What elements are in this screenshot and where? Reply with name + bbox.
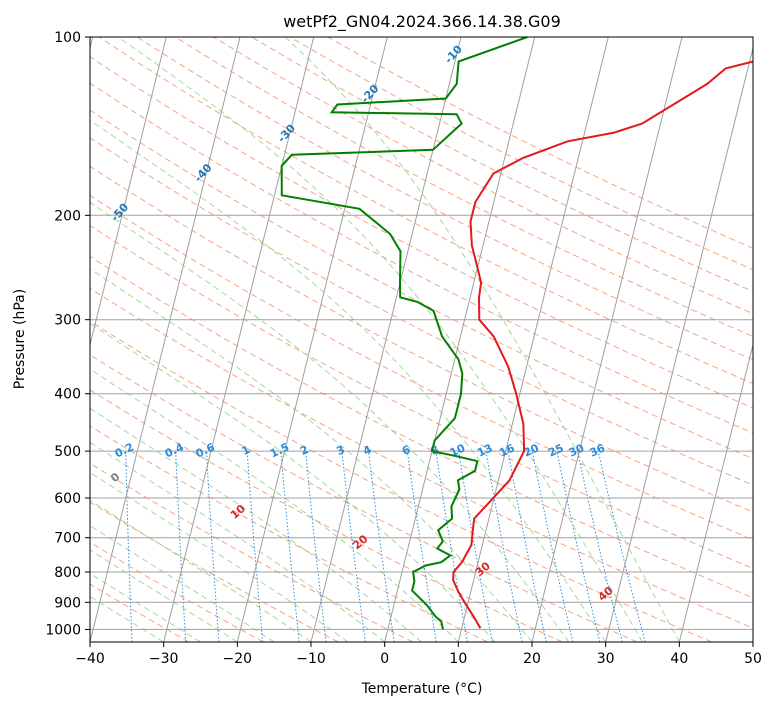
moist-adiabat — [90, 268, 533, 642]
y-axis-label: Pressure (hPa) — [12, 289, 28, 389]
y-axis: 1000 900 800 700 600 500 400 300 200 100 — [45, 30, 90, 638]
isotherm — [605, 45, 753, 642]
isotherm-label: -60 — [25, 240, 48, 264]
y-tick-label: 1000 — [45, 622, 81, 638]
mixing-ratio-label: 16 — [497, 441, 517, 459]
x-tick-label: 40 — [670, 651, 688, 667]
y-tick-label: 400 — [54, 387, 81, 403]
y-tick-label: 900 — [54, 595, 81, 611]
mixing-ratio-label: 30 — [567, 441, 587, 459]
mixing-ratio-label: 25 — [546, 441, 565, 459]
mixing-ratio-line — [305, 451, 327, 642]
dry-adiabat — [174, 37, 753, 338]
isotherm — [752, 639, 753, 642]
dry-adiabat — [90, 389, 563, 642]
dewpoint-profile — [280, 37, 528, 630]
x-axis-label: Temperature (°C) — [361, 681, 483, 697]
dry-adiabat — [251, 37, 753, 293]
x-tick-label: 30 — [597, 651, 615, 667]
moist-adiabat — [90, 407, 422, 642]
isotherm — [90, 37, 167, 347]
y-tick-label: 800 — [54, 565, 81, 581]
moist-adiabat — [90, 119, 607, 642]
x-tick-label: −40 — [75, 651, 105, 667]
moist-adiabat — [90, 201, 570, 642]
x-tick-label: −20 — [223, 651, 253, 667]
dry-adiabat — [90, 354, 638, 642]
isotherm — [163, 37, 315, 642]
moist-adiabat — [90, 368, 459, 642]
moist-adiabat — [90, 595, 164, 642]
x-tick-label: 0 — [380, 651, 389, 667]
y-tick-label: 700 — [54, 531, 81, 547]
dry-adiabat — [90, 194, 753, 541]
grid-lines — [90, 37, 753, 642]
moist-adiabat — [90, 441, 385, 642]
dry-adiabat — [90, 583, 190, 642]
mixing-ratio-line — [556, 451, 601, 642]
isotherm — [384, 37, 536, 642]
y-tick-label: 100 — [54, 30, 81, 46]
x-tick-label: −10 — [296, 651, 326, 667]
plot-frame — [89, 36, 754, 643]
isotherm — [310, 37, 462, 642]
y-tick-label: 600 — [54, 491, 81, 507]
mixing-ratio-label: 36 — [588, 441, 608, 459]
mixing-ratio-label: 13 — [475, 441, 494, 459]
y-tick-label: 300 — [54, 313, 81, 329]
x-tick-label: 50 — [744, 651, 762, 667]
chart-title: wetPf2_GN04.2024.366.14.38.G09 — [283, 12, 561, 32]
temperature-profile — [452, 60, 753, 629]
mixing-ratio-label: 20 — [522, 441, 542, 459]
dry-adiabat — [90, 320, 712, 642]
isotherm — [236, 37, 388, 642]
x-tick-label: 20 — [523, 651, 541, 667]
mixing-ratio-line — [280, 451, 300, 642]
mixing-ratio-line — [577, 450, 623, 642]
plot-background — [90, 37, 753, 642]
mixing-ratio-line — [246, 451, 264, 642]
dry-adiabat — [90, 425, 488, 642]
y-tick-label: 500 — [54, 444, 81, 460]
x-axis: −40 −30 −20 −10 0 10 20 30 40 50 — [75, 642, 762, 667]
background-lines — [90, 37, 753, 642]
dry-adiabat — [90, 82, 753, 434]
profiles — [280, 37, 753, 630]
mixing-ratio-line — [531, 451, 574, 642]
x-tick-label: 10 — [449, 651, 467, 667]
moist-adiabat — [90, 472, 349, 642]
moist-adiabat — [90, 572, 201, 642]
moist-adiabat — [118, 37, 643, 642]
x-tick-label: −30 — [149, 651, 179, 667]
mixing-ratio-line — [206, 451, 220, 642]
y-tick-label: 200 — [54, 208, 81, 224]
isotherm — [90, 37, 241, 642]
dry-adiabat — [136, 37, 753, 361]
isotherm — [678, 342, 753, 642]
mixing-ratio-line — [507, 451, 547, 642]
isotherm — [531, 37, 683, 642]
dry-adiabat — [90, 165, 753, 513]
mixing-ratio-line — [175, 451, 187, 642]
